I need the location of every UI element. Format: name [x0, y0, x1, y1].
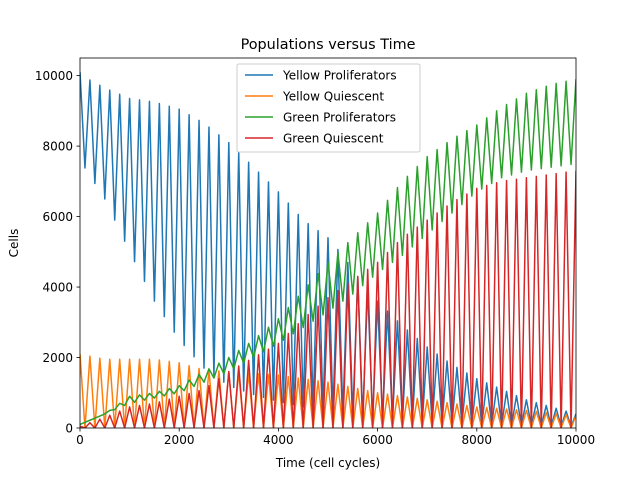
- legend: Yellow Proliferators Yellow Quiescent Gree…: [236, 63, 421, 153]
- x-tick-label: 10000: [557, 433, 595, 447]
- x-tick-label: 4000: [263, 433, 294, 447]
- x-tick-label: 8000: [462, 433, 493, 447]
- legend-label: Green Proliferators: [283, 110, 396, 124]
- y-tick-label: 2000: [42, 351, 73, 365]
- chart-title: Populations versus Time: [241, 37, 416, 53]
- y-axis: 0 2000 4000 6000 8000 10000: [35, 69, 80, 435]
- series-layer: [80, 72, 576, 428]
- x-tick-label: 6000: [362, 433, 393, 447]
- legend-label: Yellow Quiescent: [282, 89, 384, 103]
- x-tick-label: 0: [76, 433, 84, 447]
- legend-label: Green Quiescent: [283, 131, 384, 145]
- plot-frame: [79, 57, 577, 429]
- x-axis-label: Time (cell cycles): [275, 456, 380, 470]
- x-tick-label: 2000: [164, 433, 195, 447]
- legend-label: Yellow Proliferators: [282, 68, 397, 82]
- y-tick-label: 8000: [42, 139, 73, 153]
- series-line-green-quiescent: [80, 170, 576, 428]
- y-axis-label: Cells: [7, 229, 21, 258]
- y-tick-label: 4000: [42, 280, 73, 294]
- y-tick-label: 0: [65, 421, 73, 435]
- x-axis: 0 2000 4000 6000 8000 10000: [76, 428, 595, 447]
- y-tick-label: 10000: [35, 69, 73, 83]
- series-line-green-proliferators: [80, 79, 576, 426]
- series-line-yellow-quiescent: [80, 353, 576, 428]
- series-line-yellow-proliferators: [80, 72, 576, 428]
- y-tick-label: 6000: [42, 210, 73, 224]
- legend-box: [236, 63, 421, 153]
